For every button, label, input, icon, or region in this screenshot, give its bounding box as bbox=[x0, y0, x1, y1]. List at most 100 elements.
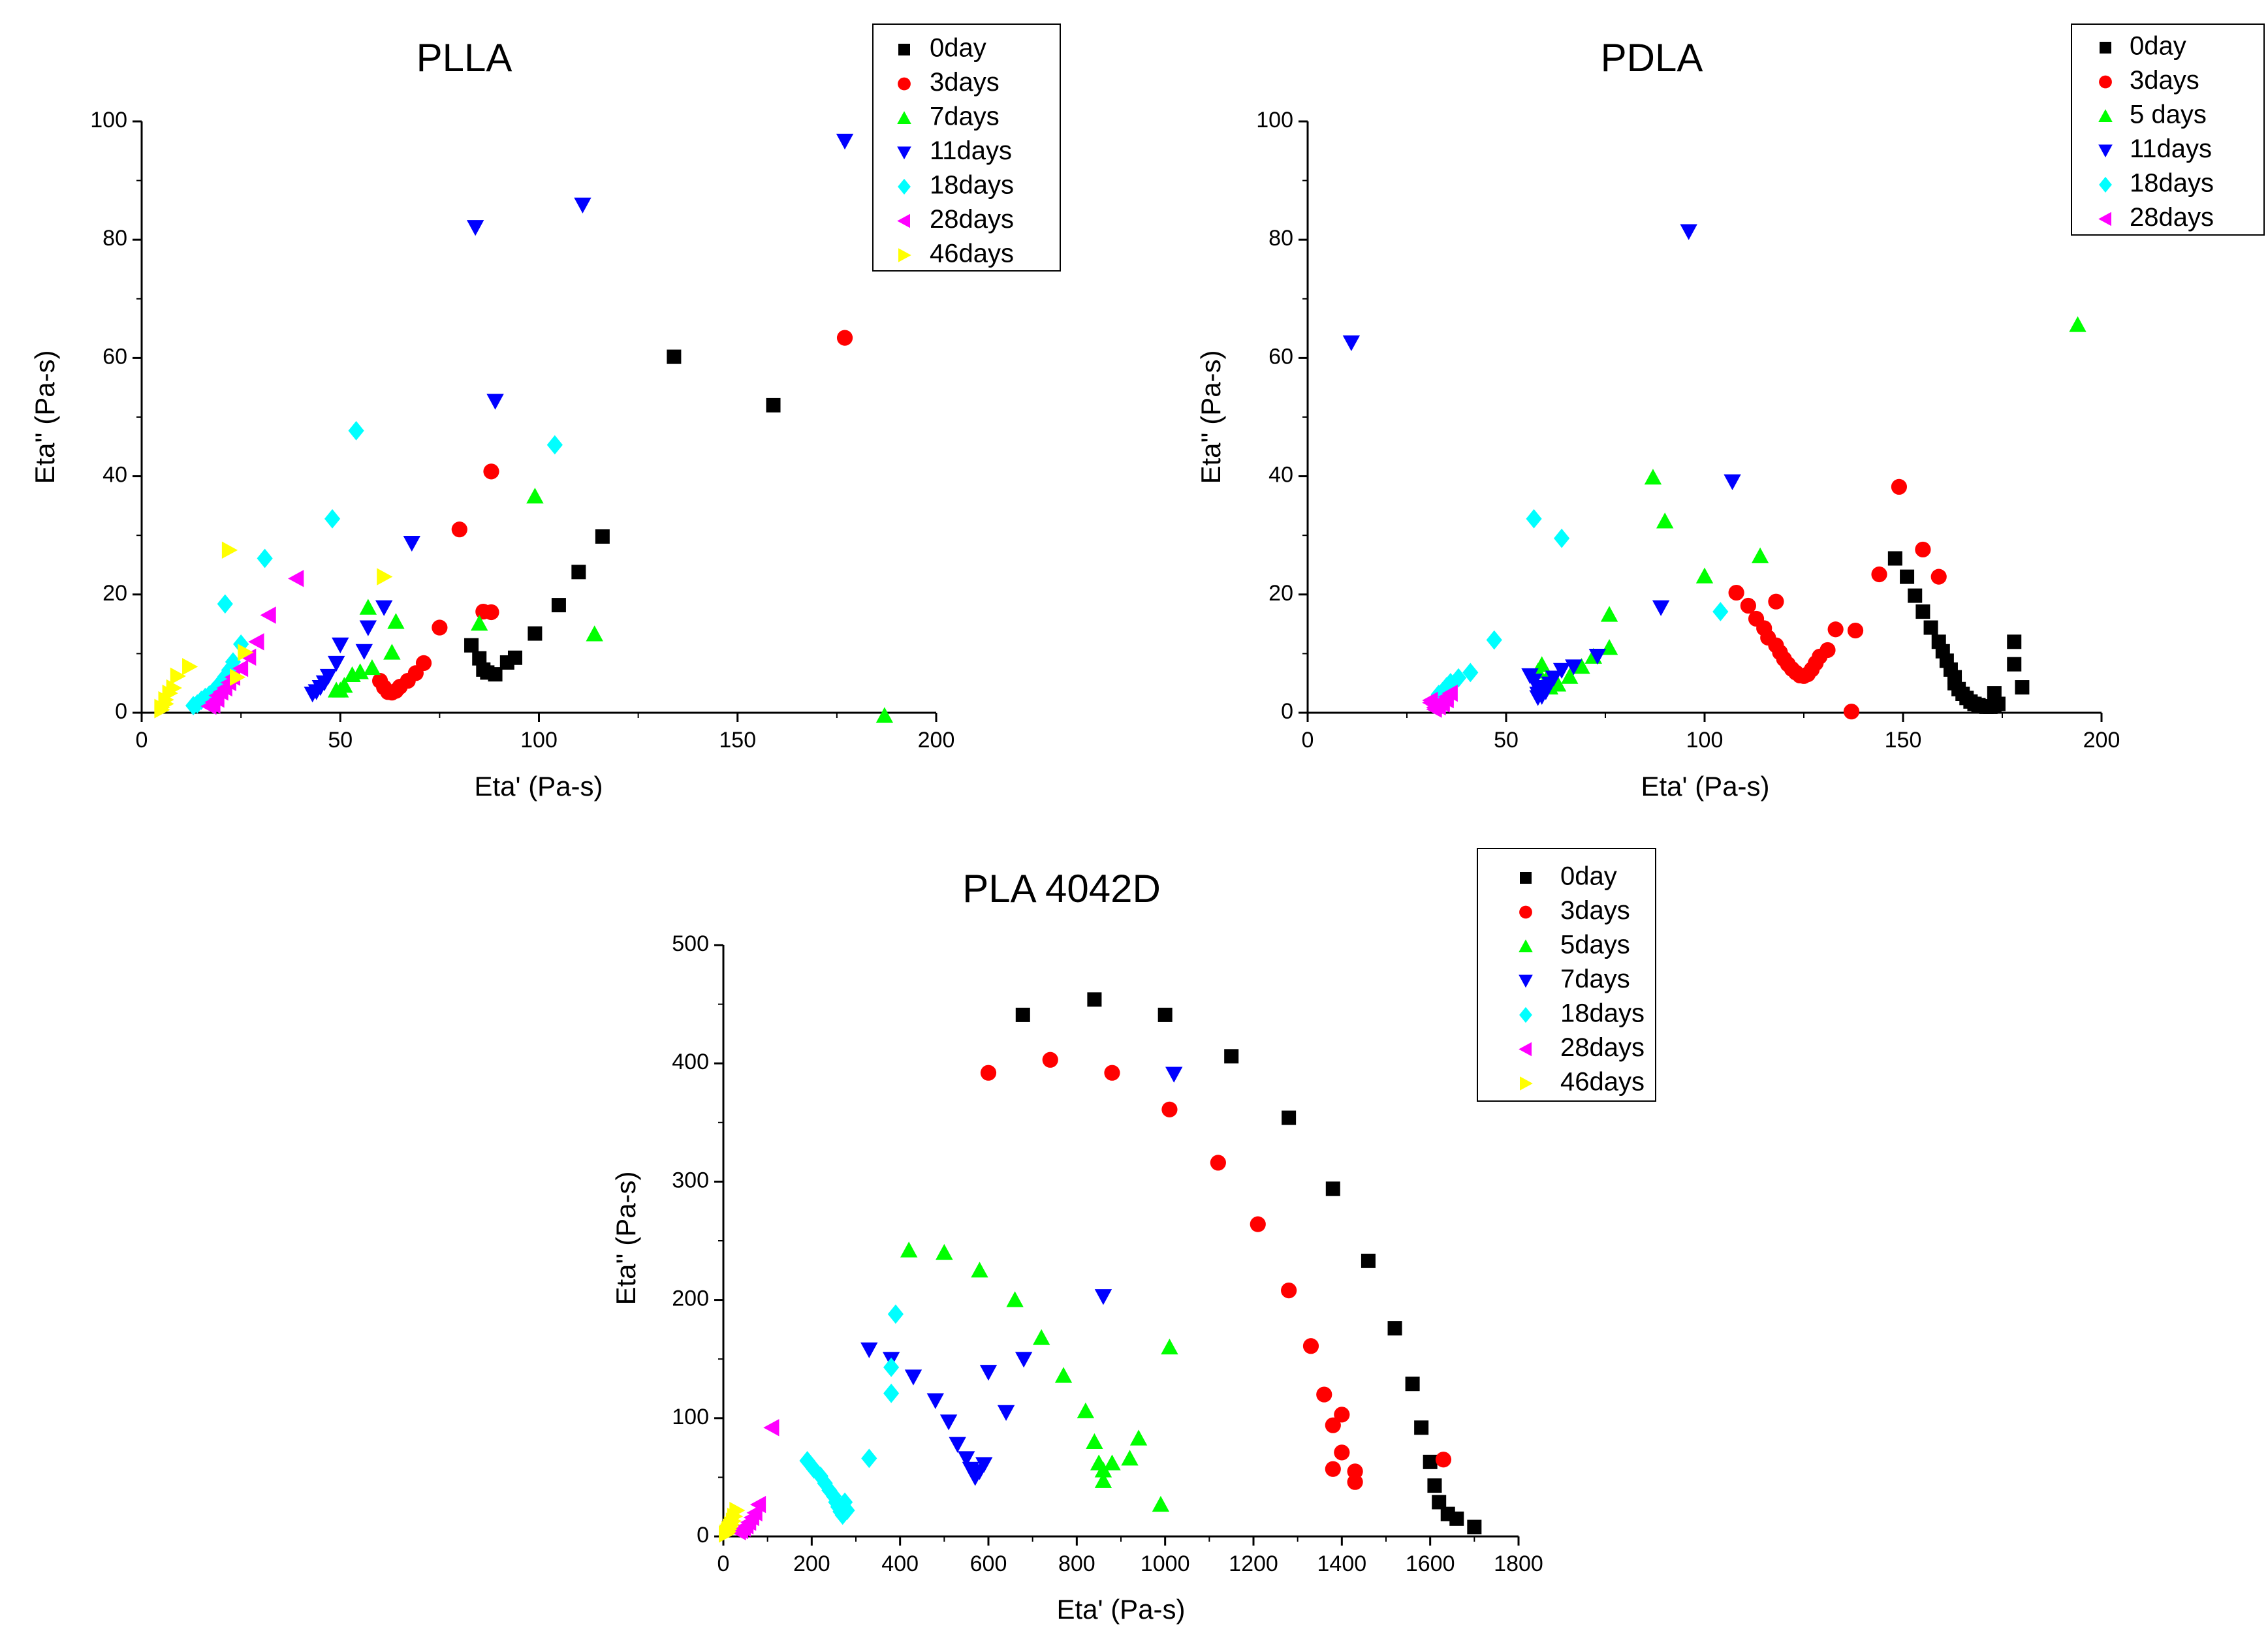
data-point bbox=[1588, 649, 1607, 665]
data-point bbox=[377, 568, 393, 585]
y-tick-label: 100 bbox=[90, 108, 127, 132]
data-point bbox=[1250, 1216, 1266, 1232]
data-point bbox=[170, 667, 186, 685]
y-tick-label: 20 bbox=[102, 581, 127, 606]
y-tick-label: 20 bbox=[1268, 581, 1293, 606]
data-point bbox=[1573, 658, 1590, 674]
data-point bbox=[230, 668, 246, 686]
data-point bbox=[1656, 512, 1674, 529]
series-3 bbox=[1342, 224, 1741, 706]
data-point bbox=[1843, 704, 1860, 720]
legend-marker bbox=[2099, 176, 2112, 193]
legend-marker bbox=[898, 248, 911, 262]
data-point bbox=[936, 1243, 953, 1260]
series-6 bbox=[719, 1501, 746, 1543]
data-point bbox=[1325, 1181, 1340, 1196]
data-point bbox=[363, 659, 381, 676]
legend-label: 3days bbox=[2130, 66, 2199, 95]
data-point bbox=[1827, 621, 1844, 638]
data-point bbox=[1930, 568, 1947, 585]
data-point bbox=[1427, 1478, 1442, 1493]
data-point bbox=[1751, 547, 1769, 563]
data-point bbox=[971, 1262, 988, 1278]
data-point bbox=[1086, 1433, 1103, 1450]
data-point bbox=[233, 634, 249, 654]
data-point bbox=[1819, 642, 1836, 659]
data-point bbox=[1891, 478, 1908, 495]
data-point bbox=[1334, 1407, 1350, 1423]
y-tick-label: 0 bbox=[1281, 699, 1293, 724]
legend-label: 3days bbox=[1560, 896, 1630, 925]
series-3 bbox=[860, 1067, 1183, 1486]
y-axis-label: Eta'' (Pa-s) bbox=[29, 350, 60, 484]
data-point bbox=[1449, 1511, 1464, 1526]
data-point bbox=[1526, 508, 1542, 529]
data-point bbox=[939, 1414, 958, 1431]
data-point bbox=[1768, 593, 1784, 610]
x-tick-label: 100 bbox=[520, 728, 558, 753]
data-point bbox=[1712, 602, 1729, 621]
data-point bbox=[1923, 620, 1938, 635]
data-point bbox=[1087, 992, 1102, 1007]
data-point bbox=[1210, 1155, 1226, 1171]
legend-marker bbox=[1519, 939, 1533, 952]
legend-label: 3days bbox=[930, 68, 1000, 97]
data-point bbox=[883, 1358, 900, 1377]
legend-box bbox=[1477, 848, 1656, 1102]
data-point bbox=[1042, 1051, 1058, 1068]
y-tick-label: 300 bbox=[672, 1168, 709, 1192]
legend-marker bbox=[2098, 144, 2113, 158]
legend-marker bbox=[1520, 872, 1532, 884]
series-1 bbox=[372, 330, 853, 701]
series-6 bbox=[154, 541, 393, 719]
data-point bbox=[472, 651, 487, 666]
data-point bbox=[817, 1473, 833, 1493]
data-point bbox=[926, 1393, 944, 1409]
data-point bbox=[499, 655, 514, 670]
data-point bbox=[182, 658, 198, 676]
data-point bbox=[2015, 680, 2030, 695]
data-point bbox=[1334, 1444, 1350, 1461]
series-5 bbox=[200, 570, 304, 715]
legend-marker bbox=[1519, 1042, 1532, 1057]
legend-marker bbox=[1519, 974, 1533, 988]
data-point bbox=[304, 687, 321, 703]
data-point bbox=[949, 1437, 966, 1453]
data-point bbox=[1152, 1495, 1170, 1512]
x-tick-label: 600 bbox=[970, 1551, 1007, 1576]
legend-marker bbox=[2100, 42, 2111, 54]
legend-marker bbox=[1519, 1006, 1532, 1023]
data-point bbox=[574, 197, 591, 213]
legend-marker bbox=[2098, 109, 2113, 122]
data-point bbox=[1094, 1472, 1112, 1488]
data-point bbox=[1325, 1461, 1341, 1477]
data-point bbox=[1103, 1454, 1121, 1471]
data-point bbox=[595, 529, 610, 544]
y-tick-label: 400 bbox=[672, 1050, 709, 1074]
data-point bbox=[812, 1466, 828, 1486]
data-point bbox=[260, 606, 276, 624]
data-point bbox=[1740, 597, 1756, 614]
legend-label: 0day bbox=[1560, 862, 1617, 891]
x-axis-label: Eta' (Pa-s) bbox=[474, 771, 603, 802]
data-point bbox=[1342, 335, 1361, 352]
data-point bbox=[551, 598, 566, 613]
legend-label: 18days bbox=[1560, 999, 1645, 1028]
legend: 0day 3days 5days 7days 18days 28days 46days bbox=[1477, 848, 1656, 1102]
data-point bbox=[483, 463, 499, 480]
data-point bbox=[766, 397, 781, 413]
data-point bbox=[1644, 469, 1662, 485]
x-tick-label: 0 bbox=[717, 1551, 730, 1576]
data-point bbox=[1361, 1253, 1376, 1268]
plla-chart: PLLA Eta' (Pa-s) Eta'' (Pa-s) 0 20 40 60 80 100 0… bbox=[29, 23, 1061, 802]
data-point bbox=[327, 681, 345, 698]
series-0 bbox=[1887, 551, 2030, 714]
y-tick-label: 80 bbox=[1268, 226, 1293, 251]
x-axis-label: Eta' (Pa-s) bbox=[1056, 1594, 1185, 1625]
y-tick-label: 40 bbox=[1268, 463, 1293, 488]
legend-box bbox=[2071, 23, 2265, 236]
y-tick-label: 40 bbox=[102, 463, 127, 488]
data-point bbox=[1387, 1321, 1402, 1336]
legend-label: 0day bbox=[2130, 32, 2186, 61]
